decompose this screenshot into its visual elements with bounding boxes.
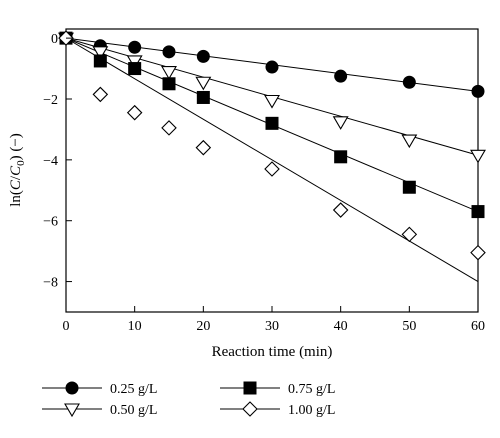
data-point-series-3 <box>93 54 107 68</box>
data-point-series-3 <box>265 116 279 130</box>
data-point-series-1 <box>128 40 142 54</box>
data-point-series-3 <box>334 150 348 164</box>
x-tick-label: 10 <box>128 319 142 334</box>
data-point-series-1 <box>162 45 176 59</box>
x-tick-label: 0 <box>63 319 70 334</box>
legend-label: 0.50 g/L <box>110 403 157 418</box>
legend-label: 0.75 g/L <box>288 382 335 397</box>
data-point-series-2 <box>332 116 349 130</box>
data-markers <box>58 30 486 261</box>
data-point-series-4 <box>332 202 349 218</box>
data-point-series-2 <box>126 55 143 70</box>
y-tick-label: −8 <box>43 276 58 291</box>
data-point-series-2 <box>161 66 177 80</box>
data-point-series-4 <box>264 161 280 177</box>
legend-label: 0.25 g/L <box>110 382 157 397</box>
x-tick-label: 20 <box>196 319 210 334</box>
data-point-series-2 <box>401 134 418 149</box>
x-tick-label: 40 <box>334 319 348 334</box>
y-tick-label: 0 <box>51 32 58 47</box>
fit-lines <box>65 37 479 283</box>
legend-marker <box>64 403 80 418</box>
data-point-series-1 <box>334 69 348 83</box>
data-point-series-2 <box>264 94 280 109</box>
legend-marker <box>242 401 258 417</box>
data-point-series-2 <box>470 149 486 164</box>
data-point-series-2 <box>195 76 212 91</box>
data-point-series-4 <box>401 226 418 243</box>
x-tick-label: 60 <box>471 319 485 334</box>
legend-label: 1.00 g/L <box>288 403 335 418</box>
data-point-series-4 <box>92 86 109 103</box>
data-point-series-1 <box>265 60 279 74</box>
data-point-series-4 <box>161 120 177 136</box>
y-axis-ticks: 0 −2 −4 −6 −8 <box>43 32 72 291</box>
x-axis-ticks: 0 10 20 30 40 50 60 <box>63 306 485 334</box>
legend-marker <box>243 381 257 395</box>
x-axis-title: Reaction time (min) <box>212 344 333 360</box>
y-tick-label: −2 <box>43 93 58 108</box>
fit-line-series-4 <box>65 37 479 283</box>
data-point-series-1 <box>196 49 210 63</box>
data-point-series-1 <box>402 75 416 89</box>
x-tick-label: 30 <box>265 319 279 334</box>
legend-marker <box>65 381 79 395</box>
legend: 0.25 g/L 0.50 g/L 0.75 g/L 1.00 g/L <box>42 381 335 418</box>
data-point-series-3 <box>471 205 485 219</box>
data-point-series-4 <box>126 104 143 121</box>
data-point-series-3 <box>196 90 210 104</box>
y-tick-label: −6 <box>43 215 58 230</box>
data-point-series-1 <box>471 84 485 98</box>
data-point-series-3 <box>128 62 142 76</box>
y-tick-label: −4 <box>43 154 58 169</box>
data-point-series-2 <box>92 46 109 60</box>
data-point-series-3 <box>402 180 416 194</box>
data-point-series-4 <box>195 139 212 156</box>
x-tick-label: 50 <box>402 319 416 334</box>
y-axis-title: ln(C/C0) (−) <box>8 133 27 207</box>
data-point-series-4 <box>470 244 486 261</box>
data-point-series-3 <box>162 77 176 91</box>
